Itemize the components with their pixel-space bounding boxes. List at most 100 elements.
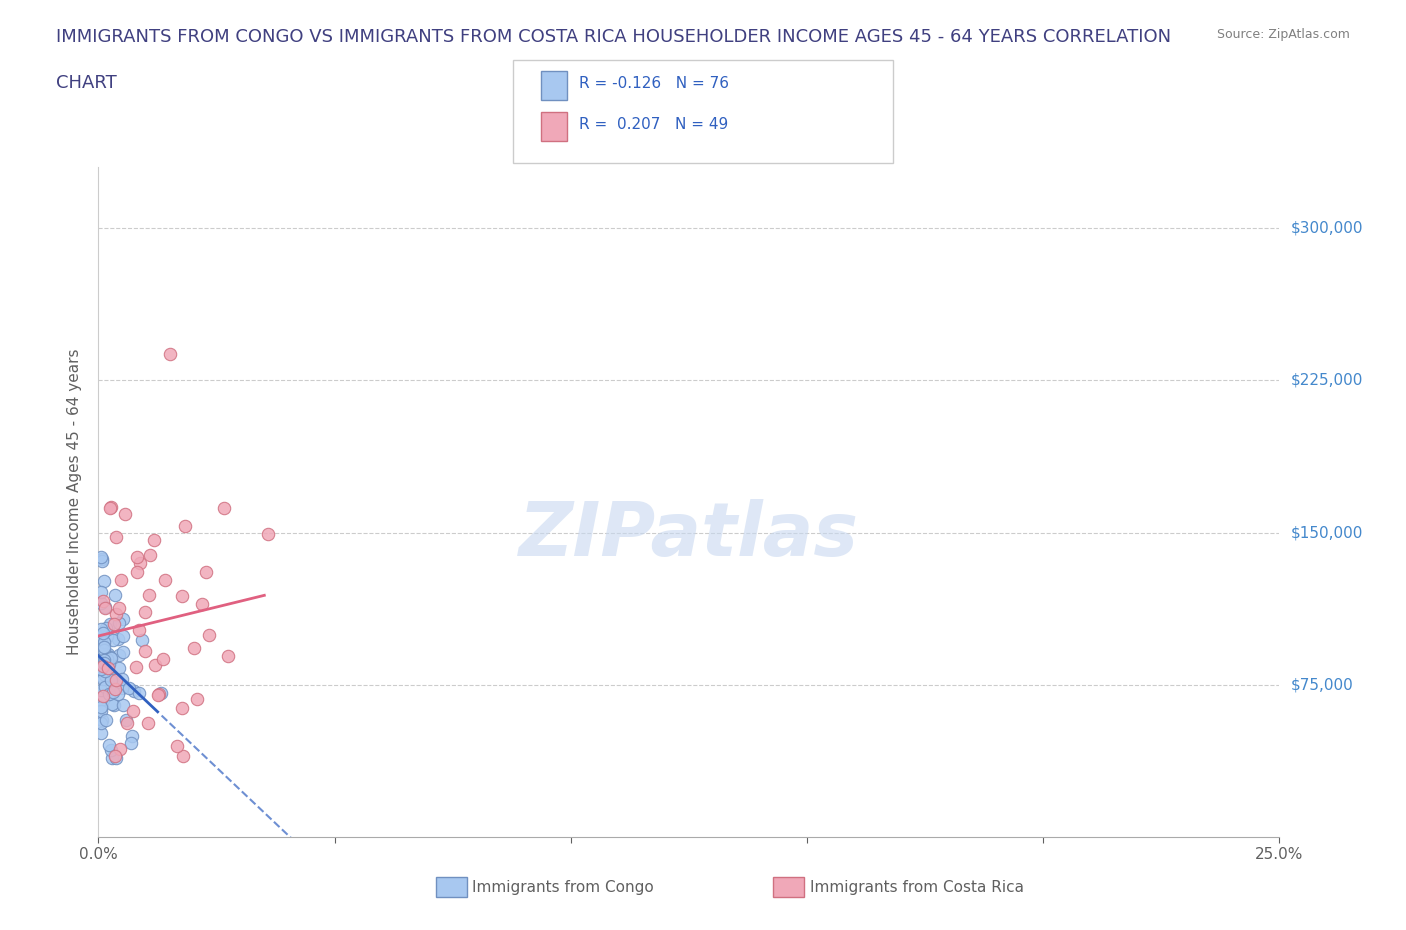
Point bbox=[93, 574, 115, 589]
Point bbox=[118, 681, 141, 696]
Point bbox=[198, 628, 221, 643]
Point bbox=[172, 749, 194, 764]
Point bbox=[257, 527, 280, 542]
Point bbox=[103, 617, 125, 631]
Point bbox=[149, 685, 172, 700]
Point bbox=[97, 669, 120, 684]
Point bbox=[143, 532, 166, 547]
Point bbox=[107, 686, 129, 701]
Point bbox=[146, 687, 169, 702]
Text: $150,000: $150,000 bbox=[1291, 525, 1362, 540]
Text: CHART: CHART bbox=[56, 74, 117, 92]
Y-axis label: Householder Income Ages 45 - 64 years: Householder Income Ages 45 - 64 years bbox=[67, 349, 83, 656]
Point bbox=[217, 648, 239, 663]
Point bbox=[134, 644, 156, 658]
Point bbox=[122, 704, 145, 719]
Point bbox=[93, 640, 115, 655]
Point bbox=[107, 632, 129, 647]
Point bbox=[105, 751, 128, 765]
Point bbox=[94, 658, 117, 673]
Point bbox=[104, 588, 127, 603]
Point bbox=[101, 751, 124, 765]
Point bbox=[131, 632, 153, 647]
Point bbox=[166, 738, 188, 753]
Point bbox=[97, 661, 120, 676]
Point bbox=[195, 565, 218, 579]
Point bbox=[136, 716, 159, 731]
Point bbox=[90, 553, 112, 568]
Point bbox=[104, 529, 127, 544]
Point bbox=[214, 500, 236, 515]
Point bbox=[91, 625, 114, 640]
Point bbox=[110, 672, 132, 687]
Point bbox=[93, 643, 115, 658]
Point bbox=[90, 656, 112, 671]
Point bbox=[90, 661, 112, 676]
Point bbox=[138, 588, 160, 603]
Point bbox=[97, 657, 120, 671]
Point bbox=[101, 697, 124, 711]
Point bbox=[128, 556, 150, 571]
Point bbox=[90, 699, 112, 714]
Point bbox=[100, 650, 122, 665]
Point bbox=[104, 682, 127, 697]
Point bbox=[101, 684, 124, 699]
Point bbox=[98, 649, 121, 664]
Point bbox=[93, 670, 115, 684]
Text: Immigrants from Costa Rica: Immigrants from Costa Rica bbox=[810, 880, 1024, 895]
Point bbox=[148, 686, 170, 701]
Point bbox=[153, 573, 176, 588]
Point bbox=[105, 672, 128, 687]
Point bbox=[105, 606, 128, 621]
Point bbox=[98, 617, 121, 631]
Point bbox=[90, 631, 112, 646]
Point bbox=[122, 684, 145, 698]
Point bbox=[108, 661, 131, 676]
Point bbox=[93, 671, 115, 686]
Point bbox=[93, 668, 115, 683]
Point bbox=[111, 698, 134, 712]
Point bbox=[104, 749, 127, 764]
Point bbox=[124, 659, 146, 674]
Point bbox=[91, 551, 114, 566]
Point bbox=[112, 612, 135, 627]
Point bbox=[93, 635, 115, 650]
Point bbox=[91, 658, 114, 673]
Point bbox=[125, 565, 148, 579]
Point bbox=[97, 646, 120, 661]
Point bbox=[90, 716, 112, 731]
Point bbox=[191, 597, 214, 612]
Point bbox=[108, 600, 131, 615]
Point bbox=[94, 600, 117, 615]
Point bbox=[172, 589, 194, 604]
Point bbox=[96, 620, 118, 635]
Point bbox=[134, 604, 156, 619]
Point bbox=[115, 712, 138, 727]
Point bbox=[90, 640, 112, 655]
Point bbox=[112, 644, 135, 659]
Text: Immigrants from Congo: Immigrants from Congo bbox=[472, 880, 654, 895]
Point bbox=[90, 704, 112, 719]
Point bbox=[128, 685, 150, 700]
Point bbox=[94, 600, 117, 615]
Text: Source: ZipAtlas.com: Source: ZipAtlas.com bbox=[1216, 28, 1350, 41]
Point bbox=[90, 662, 112, 677]
Point bbox=[139, 547, 162, 562]
Point bbox=[103, 698, 125, 713]
Point bbox=[120, 736, 142, 751]
Point bbox=[127, 550, 149, 565]
Text: $75,000: $75,000 bbox=[1291, 677, 1354, 692]
Point bbox=[114, 506, 136, 521]
Point bbox=[128, 622, 150, 637]
Point bbox=[93, 656, 115, 671]
Point bbox=[170, 700, 193, 715]
Point bbox=[105, 672, 128, 687]
Point bbox=[100, 499, 122, 514]
Point bbox=[174, 518, 197, 533]
Point bbox=[90, 725, 112, 740]
Text: $225,000: $225,000 bbox=[1291, 373, 1362, 388]
Point bbox=[152, 652, 174, 667]
Point bbox=[100, 673, 122, 688]
Point bbox=[103, 632, 125, 647]
Text: $300,000: $300,000 bbox=[1291, 220, 1362, 236]
